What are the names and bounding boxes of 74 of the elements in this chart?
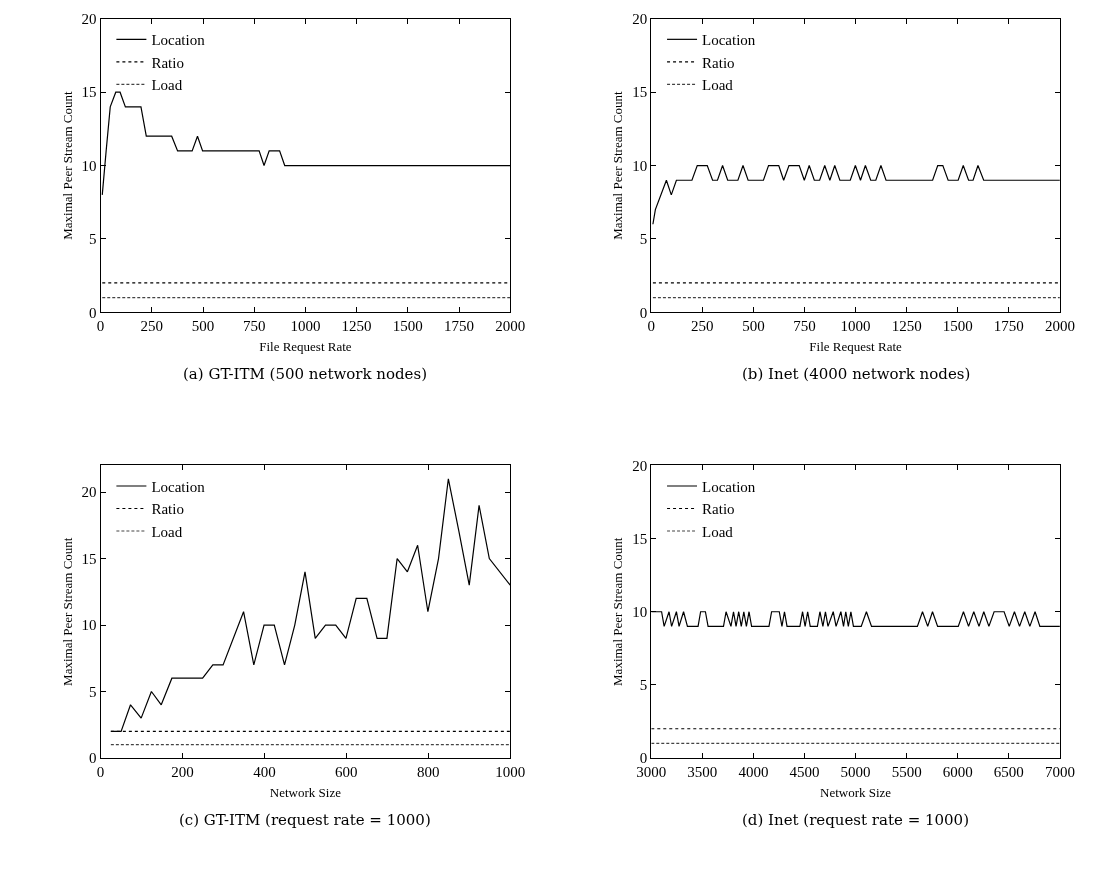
- y-tick-label: 10: [632, 603, 648, 620]
- x-tick-label: 2000: [495, 318, 526, 335]
- y-tick-label: 5: [639, 677, 648, 694]
- y-axis-title: Maximal Peer Stream Count: [610, 537, 626, 686]
- y-tick-label: 0: [639, 304, 648, 321]
- y-tick-label: 0: [639, 750, 648, 767]
- y-axis-title: Maximal Peer Stream Count: [610, 90, 626, 240]
- y-tick-label: 10: [81, 157, 97, 174]
- x-tick-label: 800: [417, 764, 440, 780]
- x-tick-label: 500: [191, 318, 215, 335]
- x-tick-label: 500: [742, 318, 765, 335]
- x-tick-label: 4500: [789, 764, 820, 780]
- x-tick-label: 2000: [1044, 318, 1075, 335]
- text: (d) Inet (request rate = 1000): [742, 811, 970, 829]
- legend-label: Location: [151, 32, 206, 49]
- text: (b) Inet (4000 network nodes): [742, 365, 971, 383]
- legend-label: Load: [151, 523, 183, 540]
- x-tick-label: 750: [793, 318, 816, 335]
- legend-label: Load: [702, 77, 734, 94]
- x-tick-label: 1250: [891, 318, 922, 335]
- legend-label: Ratio: [151, 54, 184, 71]
- x-axis-title: Network Size: [269, 784, 342, 800]
- y-tick-label: 15: [632, 84, 648, 101]
- x-tick-label: 750: [242, 318, 266, 335]
- x-axis-title: Network Size: [820, 784, 892, 800]
- y-tick-label: 20: [81, 484, 97, 501]
- legend-label: Ratio: [151, 501, 184, 518]
- x-tick-label: 6500: [993, 764, 1024, 780]
- x-tick-label: 6000: [942, 764, 973, 780]
- x-tick-label: 1000: [840, 318, 871, 335]
- y-tick-label: 20: [632, 457, 648, 474]
- x-tick-label: 600: [335, 764, 358, 780]
- y-tick-label: 0: [89, 304, 97, 321]
- x-axis-title: File Request Rate: [259, 338, 352, 354]
- x-tick-label: 1250: [341, 318, 372, 335]
- legend-label: Ratio: [702, 54, 735, 71]
- text: (a) GT-ITM (500 network nodes): [183, 365, 428, 383]
- y-tick-label: 15: [632, 530, 648, 547]
- y-tick-label: 5: [89, 683, 97, 700]
- y-tick-label: 0: [89, 750, 97, 767]
- x-tick-label: 400: [253, 764, 276, 780]
- legend-label: Load: [702, 523, 734, 540]
- y-axis-title: Maximal Peer Stream Count: [59, 537, 75, 686]
- x-tick-label: 1000: [495, 764, 526, 780]
- x-tick-label: 250: [691, 318, 714, 335]
- y-tick-label: 5: [89, 231, 97, 248]
- legend-label: Location: [702, 32, 756, 49]
- x-tick-label: 1500: [392, 318, 423, 335]
- x-tick-label: 200: [171, 764, 194, 780]
- x-axis-title: File Request Rate: [809, 338, 903, 354]
- y-tick-label: 15: [81, 84, 97, 101]
- legend-label: Load: [151, 77, 183, 94]
- x-tick-label: 1500: [942, 318, 973, 335]
- text: (c) GT-ITM (request rate = 1000): [179, 811, 431, 829]
- x-tick-label: 1750: [993, 318, 1024, 335]
- x-tick-label: 3000: [636, 764, 667, 780]
- x-tick-label: 3500: [687, 764, 718, 780]
- x-tick-label: 1750: [444, 318, 475, 335]
- x-tick-label: 4000: [738, 764, 769, 780]
- y-tick-label: 10: [632, 157, 648, 174]
- legend-label: Ratio: [702, 501, 735, 518]
- y-tick-label: 15: [81, 550, 97, 567]
- y-axis-title: Maximal Peer Stream Count: [59, 90, 75, 240]
- y-tick-label: 20: [632, 11, 648, 28]
- y-tick-label: 5: [639, 231, 648, 248]
- y-tick-label: 20: [81, 11, 97, 28]
- x-tick-label: 7000: [1044, 764, 1075, 780]
- x-tick-label: 1000: [290, 318, 321, 335]
- x-tick-label: 250: [140, 318, 164, 335]
- legend-label: Location: [702, 478, 756, 495]
- legend-label: Location: [151, 478, 206, 495]
- x-tick-label: 5000: [840, 764, 871, 780]
- x-tick-label: 5500: [891, 764, 922, 780]
- y-tick-label: 10: [81, 617, 97, 634]
